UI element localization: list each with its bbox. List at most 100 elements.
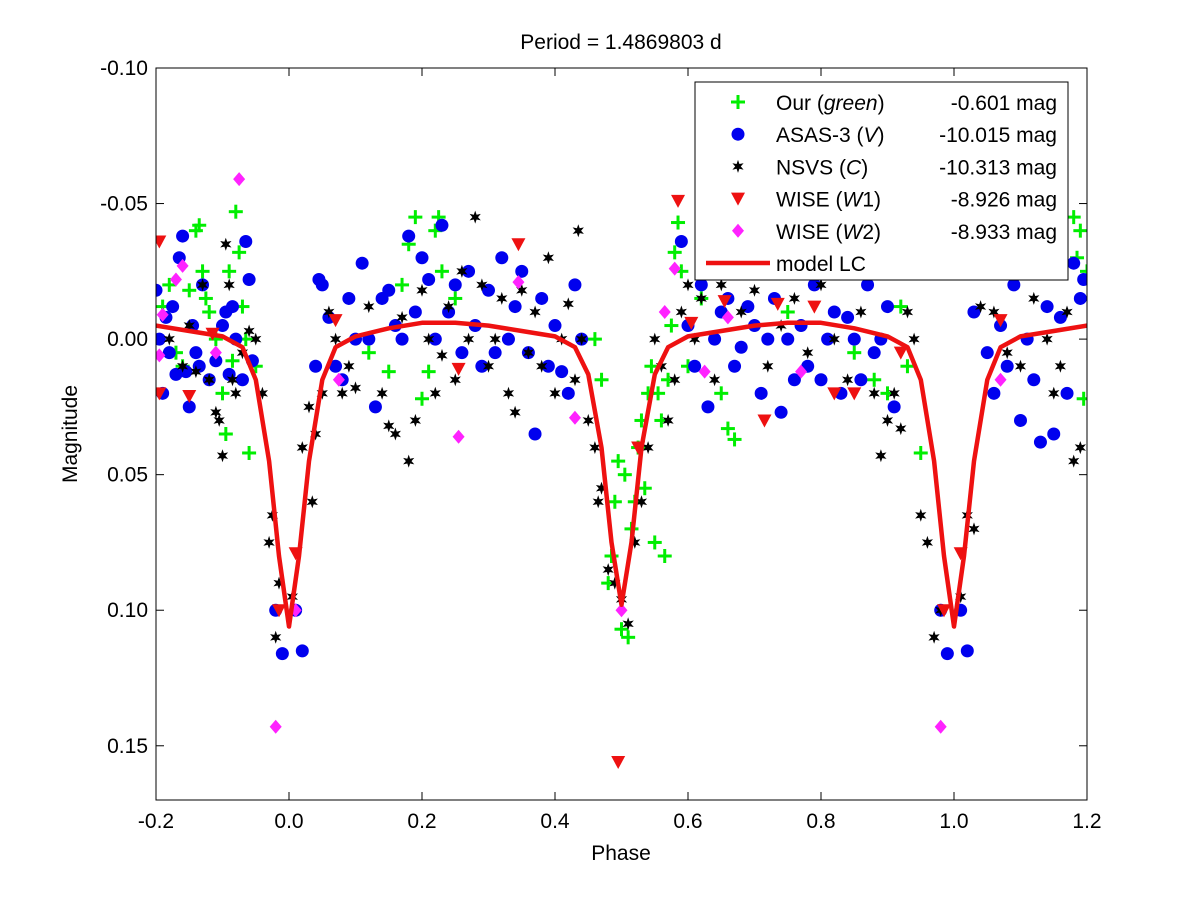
data-point-w1 bbox=[770, 297, 785, 311]
x-tick-label: 0.0 bbox=[274, 810, 303, 833]
data-point-our bbox=[195, 264, 210, 279]
data-point-nsvs bbox=[250, 332, 262, 346]
data-point-our bbox=[225, 353, 240, 368]
data-point-nsvs bbox=[496, 291, 508, 305]
data-point-asas bbox=[1033, 435, 1047, 449]
axis-ticks: -0.2 0.0 0.2 0.4 0.6 0.8 1.0 1.2 -0.10 -0.05 0.00 0… bbox=[100, 57, 1101, 833]
data-point-asas bbox=[216, 319, 229, 333]
legend-offset-our: -0.601 mag bbox=[951, 92, 1057, 115]
data-point-asas bbox=[1014, 413, 1027, 427]
data-point-nsvs bbox=[675, 305, 687, 319]
data-point-asas bbox=[548, 319, 562, 333]
data-point-nsvs bbox=[695, 291, 707, 305]
data-point-our bbox=[714, 386, 729, 401]
data-point-our bbox=[621, 630, 636, 645]
data-point-asas bbox=[708, 332, 722, 346]
data-point-nsvs bbox=[908, 332, 920, 346]
data-point-nsvs bbox=[203, 373, 215, 387]
data-point-nsvs bbox=[1014, 359, 1027, 373]
data-point-w2 bbox=[156, 307, 169, 322]
data-point-asas bbox=[867, 346, 881, 360]
data-point-our bbox=[215, 386, 230, 401]
legend-box bbox=[694, 81, 1069, 281]
data-point-our bbox=[242, 445, 257, 460]
data-point-nsvs bbox=[230, 386, 242, 400]
data-point-asas bbox=[508, 300, 522, 314]
data-point-asas bbox=[774, 405, 788, 419]
x-tick-label: 0.4 bbox=[540, 810, 570, 833]
data-point-nsvs bbox=[296, 441, 308, 455]
y-tick-label: 0.15 bbox=[107, 735, 148, 758]
data-point-nsvs bbox=[223, 278, 235, 292]
data-point-nsvs bbox=[363, 300, 375, 314]
data-point-nsvs bbox=[226, 373, 239, 387]
data-point-nsvs bbox=[602, 563, 614, 577]
data-point-nsvs bbox=[921, 535, 933, 549]
data-point-asas bbox=[541, 359, 555, 373]
data-point-w2 bbox=[176, 258, 189, 273]
data-point-w2 bbox=[615, 603, 628, 618]
data-point-nsvs bbox=[509, 405, 521, 419]
data-point-w2 bbox=[698, 364, 711, 379]
data-point-our bbox=[611, 454, 626, 469]
data-point-asas bbox=[674, 235, 688, 249]
data-point-nsvs bbox=[569, 373, 581, 387]
data-point-asas bbox=[162, 346, 176, 360]
data-point-our bbox=[607, 494, 622, 509]
data-point-nsvs bbox=[655, 359, 667, 373]
legend-offset-w1: -8.926 mag bbox=[951, 189, 1057, 212]
data-point-nsvs bbox=[955, 590, 967, 604]
data-point-our bbox=[587, 332, 602, 347]
data-point-w1 bbox=[156, 387, 167, 401]
data-point-asas bbox=[841, 310, 855, 324]
data-point-asas bbox=[382, 283, 396, 297]
data-point-asas bbox=[501, 332, 515, 346]
data-point-asas bbox=[156, 283, 163, 297]
data-point-nsvs bbox=[622, 617, 634, 631]
data-point-nsvs bbox=[682, 278, 694, 292]
data-point-nsvs bbox=[901, 305, 914, 319]
data-point-nsvs bbox=[968, 522, 980, 536]
data-point-nsvs bbox=[1074, 441, 1086, 455]
data-point-our bbox=[671, 215, 686, 230]
data-point-w1 bbox=[328, 314, 343, 328]
data-point-our bbox=[780, 305, 795, 319]
data-point-asas bbox=[734, 340, 748, 354]
y-tick-label: 0.00 bbox=[107, 328, 148, 351]
data-point-asas bbox=[225, 300, 239, 314]
data-point-our bbox=[192, 218, 207, 233]
data-point-asas bbox=[435, 218, 449, 232]
y-tick-label: -0.10 bbox=[100, 57, 148, 80]
data-point-nsvs bbox=[1068, 454, 1080, 468]
data-point-nsvs bbox=[502, 386, 515, 400]
data-point-nsvs bbox=[216, 449, 229, 463]
data-point-our bbox=[218, 427, 233, 441]
data-point-our bbox=[900, 359, 915, 374]
data-point-our bbox=[644, 359, 659, 374]
data-point-w1 bbox=[717, 295, 732, 309]
legend-label-our: Our (green) bbox=[776, 92, 885, 115]
data-point-w2 bbox=[668, 261, 681, 276]
data-point-nsvs bbox=[572, 224, 584, 238]
data-point-nsvs bbox=[788, 291, 800, 305]
data-point-asas bbox=[422, 272, 436, 286]
data-point-w2 bbox=[269, 719, 282, 734]
data-point-w1 bbox=[993, 314, 1008, 328]
y-axis-label: Magnitude bbox=[59, 385, 82, 483]
data-point-our bbox=[408, 210, 423, 225]
data-point-w1 bbox=[937, 604, 952, 618]
data-point-nsvs bbox=[489, 332, 501, 346]
data-point-nsvs bbox=[273, 576, 285, 590]
data-point-asas bbox=[854, 373, 868, 387]
data-point-asas bbox=[807, 278, 821, 292]
data-point-asas bbox=[239, 235, 253, 249]
model-lc-line bbox=[156, 320, 1087, 629]
series-asas bbox=[156, 218, 1087, 661]
legend: Our (green) -0.601 mag ASAS-3 (V) -10.015 m… bbox=[694, 81, 1069, 281]
x-tick-label: 0.8 bbox=[806, 810, 835, 833]
legend-marker-asas bbox=[731, 127, 745, 141]
data-point-asas bbox=[176, 229, 190, 243]
data-point-nsvs bbox=[635, 495, 648, 509]
y-tick-label: -0.05 bbox=[100, 193, 148, 216]
